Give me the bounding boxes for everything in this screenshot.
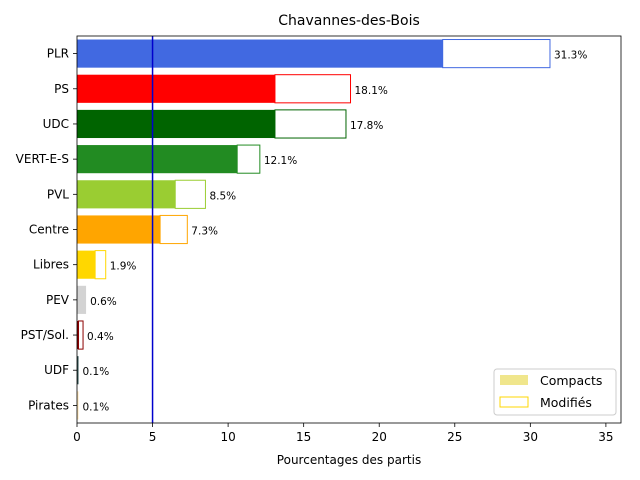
bar-compacts-pvl	[77, 180, 176, 209]
data-label-libres: 1.9%	[110, 261, 137, 273]
y-tick-label-vert-e-s: VERT-E-S	[16, 152, 69, 166]
bars-layer	[77, 39, 551, 420]
data-label-pev: 0.6%	[90, 296, 117, 308]
x-tick-label-30: 30	[523, 430, 538, 444]
bar-compacts-vert-e-s	[77, 145, 238, 174]
axes-layer: PLR PS UDC VERT-E-S PVL Centre Libres PEV PST/So…	[16, 35, 622, 444]
x-tick-label-5: 5	[149, 430, 157, 444]
data-label-vert-e-s: 12.1%	[264, 155, 297, 167]
data-labels-layer: 31.3% 18.1% 17.8% 12.1% 8.5% 7.3% 1.9% 0.6% 0.4%…	[83, 50, 588, 414]
bar-modifies-pvl	[174, 179, 206, 209]
bar-compacts-udc	[77, 109, 275, 139]
data-label-pst-sol: 0.4%	[87, 331, 114, 343]
legend-label-modifies: Modifiés	[540, 395, 592, 410]
x-tick-label-0: 0	[73, 430, 81, 444]
bar-compacts-ps	[77, 74, 275, 103]
bar-compacts-pev	[77, 285, 87, 314]
bar-modifies-ps	[274, 74, 352, 104]
y-tick-label-libres: Libres	[33, 258, 69, 272]
y-tick-label-plr: PLR	[47, 47, 69, 61]
x-tick-label-35: 35	[598, 430, 613, 444]
y-tick-label-pst-sol: PST/Sol.	[21, 328, 69, 342]
y-tick-label-udc: UDC	[43, 117, 69, 131]
y-tick-label-pev: PEV	[46, 293, 70, 307]
data-label-centre: 7.3%	[191, 226, 218, 238]
x-tick-label-10: 10	[220, 430, 235, 444]
y-tick-label-udf: UDF	[44, 363, 69, 377]
y-tick-label-pirates: Pirates	[28, 398, 69, 412]
bar-compacts-pst-sol	[77, 320, 79, 350]
bar-modifies-udc	[274, 109, 347, 139]
x-tick-label-15: 15	[296, 430, 311, 444]
bar-compacts-plr	[77, 39, 443, 68]
legend-label-compacts: Compacts	[540, 373, 602, 388]
data-label-udc: 17.8%	[350, 120, 383, 132]
data-label-udf: 0.1%	[83, 366, 110, 378]
x-tick-label-25: 25	[447, 430, 462, 444]
legend-swatch-modifies	[499, 396, 529, 408]
bar-modifies-libres	[94, 250, 107, 280]
y-tick-label-ps: PS	[54, 82, 69, 96]
bar-compacts-libres	[77, 250, 96, 279]
bar-modifies-vert-e-s	[236, 144, 261, 174]
bar-modifies-plr	[442, 39, 551, 69]
data-label-ps: 18.1%	[355, 85, 388, 97]
bar-modifies-centre	[159, 214, 188, 245]
y-tick-label-pvl: PVL	[47, 187, 69, 201]
bar-compacts-pirates	[77, 391, 79, 420]
data-label-pvl: 8.5%	[209, 190, 236, 202]
chart-title: Chavannes-des-Bois	[278, 13, 420, 29]
legend-swatch-compacts	[500, 375, 528, 385]
bar-compacts-centre	[77, 215, 161, 244]
bar-compacts-udf	[77, 356, 79, 385]
data-label-plr: 31.3%	[554, 50, 587, 62]
data-label-pirates: 0.1%	[83, 401, 110, 413]
plot-frame	[76, 35, 622, 424]
y-tick-label-centre: Centre	[29, 223, 69, 237]
bar-modifies-pst-sol	[78, 320, 84, 350]
x-axis-label: Pourcentages des partis	[277, 453, 421, 467]
legend: Compacts Modifiés	[493, 368, 617, 416]
x-tick-label-20: 20	[372, 430, 387, 444]
